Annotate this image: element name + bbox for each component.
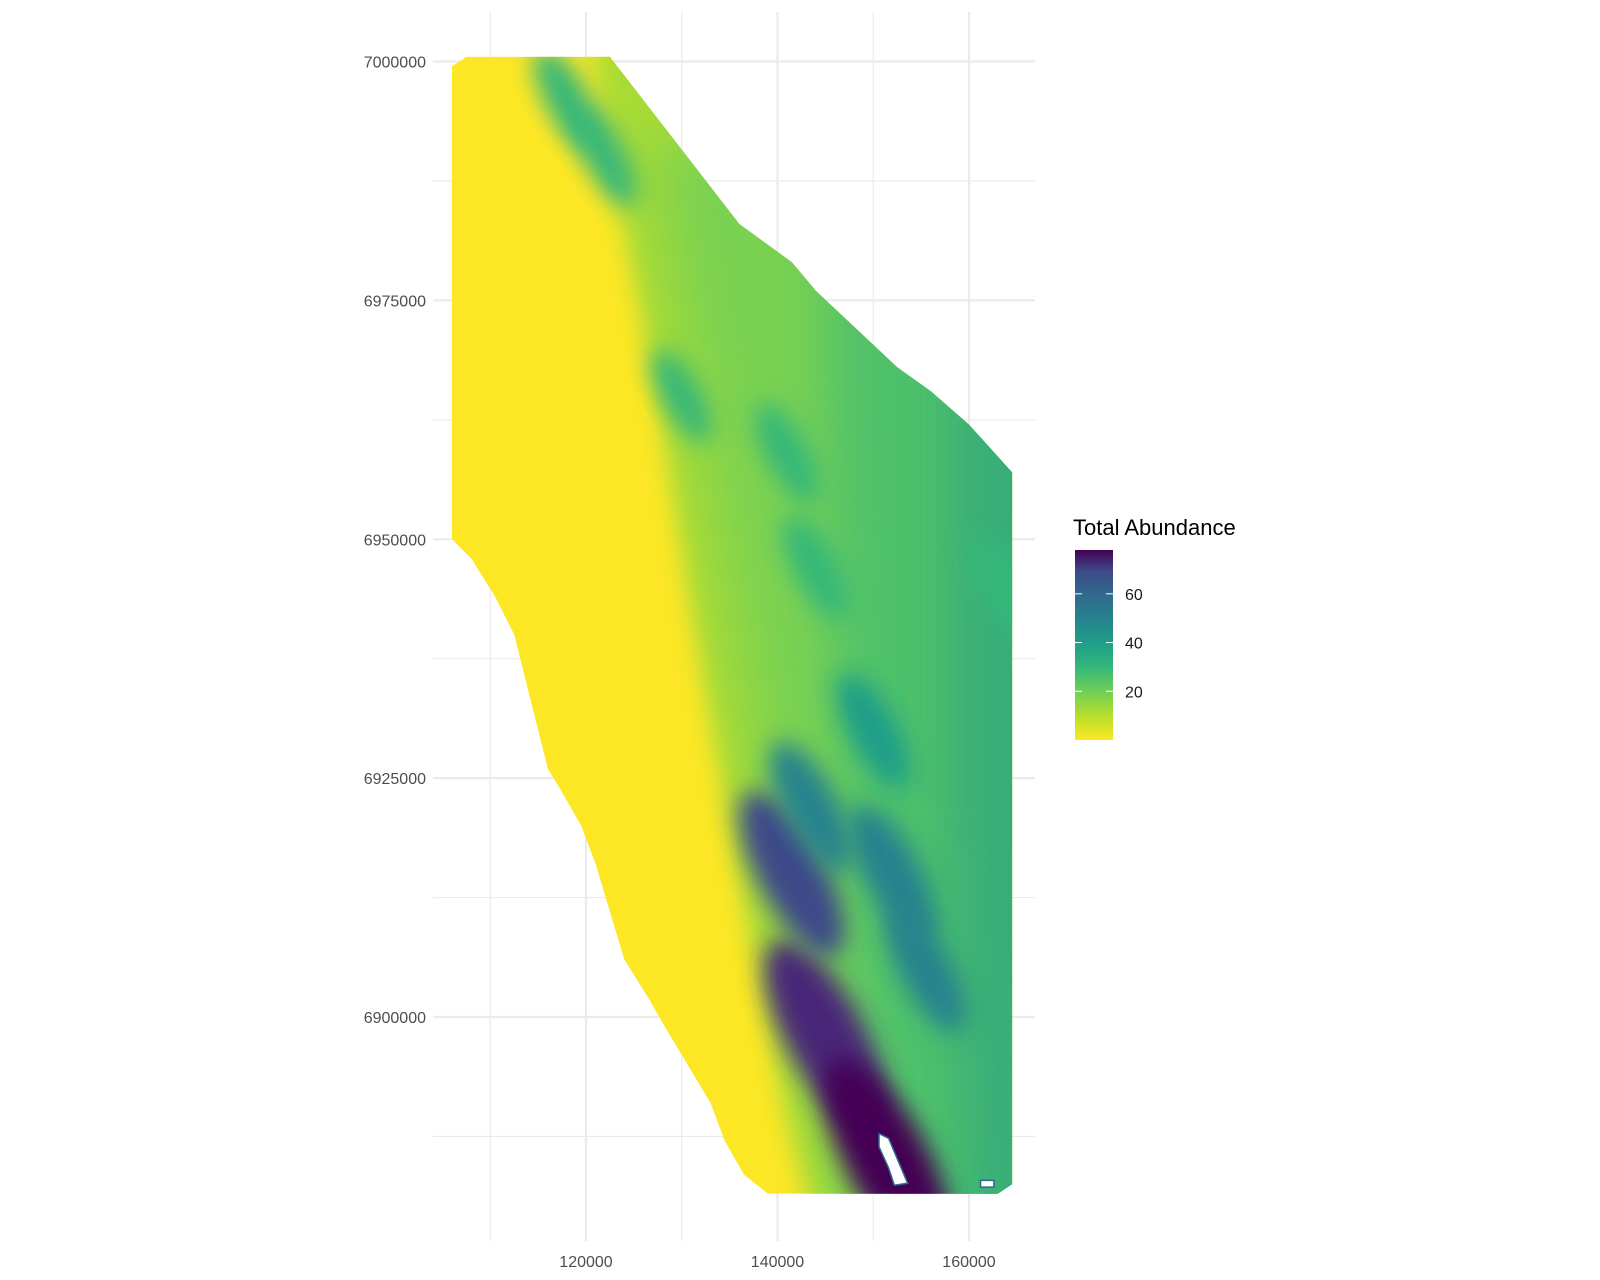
- abundance-hotspot: [573, 106, 637, 208]
- axis-tick-labels: 120000 140000 160000 6900000 6925000 6950000 6…: [364, 55, 996, 1272]
- abundance-hotspot: [969, 534, 1013, 640]
- x-tick-label: 160000: [942, 1254, 995, 1271]
- no-data-hole: [979, 1179, 995, 1188]
- legend-tick-label: 20: [1125, 684, 1143, 701]
- legend-title: Total Abundance: [1073, 515, 1236, 540]
- legend-tick-label: 40: [1125, 636, 1143, 653]
- abundance-hotspot: [836, 672, 910, 789]
- abundance-hotspot: [848, 804, 936, 943]
- y-tick-label: 7000000: [364, 55, 426, 72]
- y-tick-label: 6925000: [364, 771, 426, 788]
- abundance-hotspot: [885, 905, 966, 1033]
- abundance-hotspot: [782, 515, 849, 621]
- legend-ticks: 20 40 60: [1075, 587, 1143, 701]
- abundance-hotspot: [769, 741, 853, 873]
- legend-colorbar: [1075, 550, 1113, 740]
- no-data-holes: [878, 1132, 995, 1188]
- abundance-band-east-outer: [949, 300, 1013, 1194]
- legend-tick-label: 60: [1125, 587, 1143, 604]
- x-tick-label: 120000: [559, 1254, 612, 1271]
- abundance-hotspot: [739, 790, 845, 957]
- abundance-hotspot: [652, 348, 712, 443]
- y-tick-label: 6975000: [364, 293, 426, 310]
- abundance-hotspot: [755, 403, 819, 504]
- abundance-raster: [451, 56, 1013, 1194]
- y-tick-label: 6950000: [364, 532, 426, 549]
- x-tick-label: 140000: [751, 1254, 804, 1271]
- no-data-hole: [878, 1132, 909, 1187]
- legend: Total Abundance 20 40 60: [1073, 515, 1236, 740]
- y-tick-label: 6900000: [364, 1010, 426, 1027]
